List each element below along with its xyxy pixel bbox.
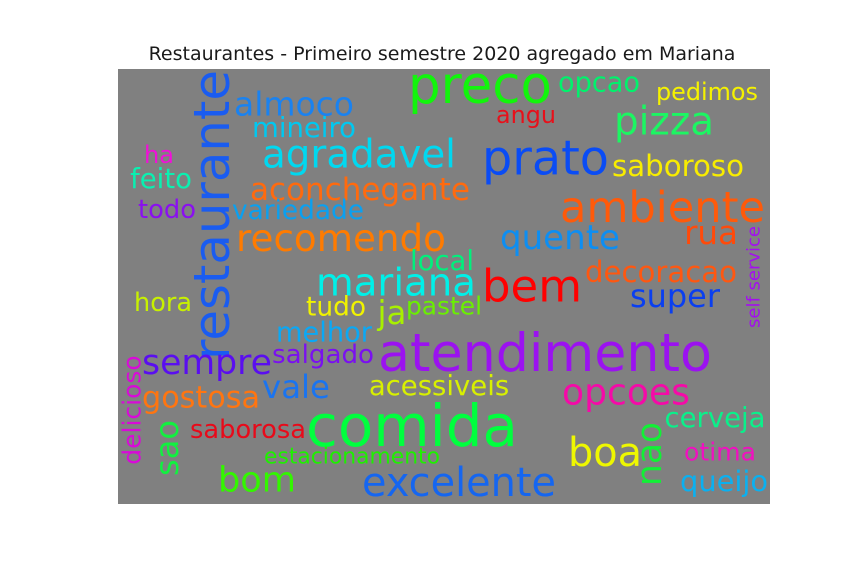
- word-otima: otima: [684, 438, 756, 467]
- word-queijo: queijo: [680, 464, 768, 498]
- word-comida: comida: [306, 392, 518, 460]
- word-pedimos: pedimos: [656, 78, 758, 106]
- chart-title: Restaurantes - Primeiro semestre 2020 ag…: [148, 43, 736, 65]
- word-salgado: salgado: [272, 340, 374, 370]
- word-decoracao: decoracao: [585, 255, 737, 289]
- word-estacionamento: estacionamento: [264, 445, 440, 470]
- word-ja: ja: [377, 294, 407, 332]
- word-pastel: pastel: [406, 292, 482, 321]
- word-opcao: opcao: [558, 69, 640, 99]
- word-excelente: excelente: [362, 460, 556, 504]
- word-ha: ha: [144, 141, 174, 169]
- word-pizza: pizza: [614, 100, 714, 145]
- word-cloud-panel: atendimento comida bem preco restaurante ambi…: [118, 69, 770, 504]
- word-recomendo: recomendo: [236, 216, 446, 260]
- word-mariana: mariana: [316, 261, 476, 306]
- word-self-service: self service: [744, 226, 765, 328]
- word-cloud-svg: atendimento comida bem preco restaurante ambi…: [118, 69, 768, 504]
- word-atendimento: atendimento: [378, 324, 712, 384]
- word-ambiente: ambiente: [560, 183, 765, 233]
- word-bem: bem: [482, 260, 582, 313]
- word-super: super: [630, 277, 721, 315]
- word-preco: preco: [408, 69, 552, 116]
- word-restaurante: restaurante: [183, 70, 241, 360]
- word-quente: quente: [500, 218, 620, 258]
- word-opcoes: opcoes: [562, 371, 690, 414]
- word-nao: nao: [630, 422, 670, 486]
- word-sao: sao: [148, 420, 186, 476]
- word-feito: feito: [130, 163, 192, 195]
- word-prato: prato: [482, 132, 609, 187]
- word-angu: angu: [496, 101, 556, 129]
- word-gostosa: gostosa: [142, 381, 260, 416]
- word-tudo: tudo: [306, 292, 366, 323]
- word-agradavel: agradavel: [262, 133, 456, 178]
- word-boa: boa: [568, 430, 642, 476]
- word-sempre: sempre: [142, 343, 272, 383]
- word-local: local: [410, 245, 474, 277]
- word-variedade: variedade: [232, 196, 364, 226]
- word-rua: rua: [684, 214, 738, 252]
- word-saboroso: saboroso: [612, 149, 744, 183]
- word-hora: hora: [134, 288, 192, 318]
- word-todo: todo: [138, 195, 196, 225]
- word-cerveja: cerveja: [664, 402, 765, 434]
- word-delicioso: delicioso: [118, 355, 147, 464]
- word-almoco: almoco: [234, 85, 354, 124]
- word-mineiro: mineiro: [252, 112, 356, 144]
- word-saborosa: saborosa: [190, 415, 306, 445]
- word-melhor: melhor: [276, 318, 373, 349]
- word-vale: vale: [262, 368, 330, 406]
- word-acessiveis: acessiveis: [369, 370, 509, 402]
- word-aconchegante: aconchegante: [250, 172, 470, 208]
- word-bom: bom: [218, 460, 296, 501]
